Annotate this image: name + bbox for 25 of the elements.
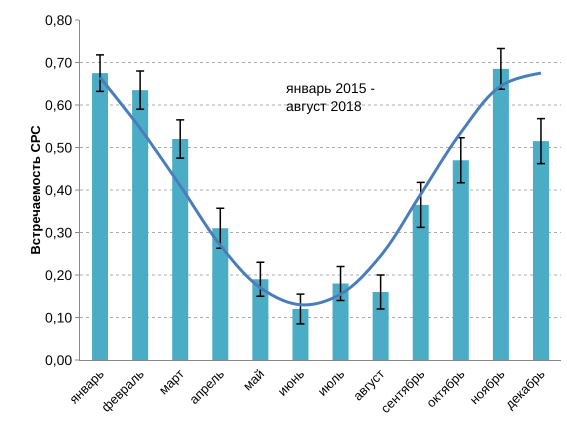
bar <box>332 284 349 360</box>
y-axis-title: Встречаемость СРС <box>28 124 43 255</box>
bar <box>92 73 108 360</box>
x-tick-label: май <box>240 366 268 394</box>
bar <box>212 228 228 360</box>
y-tick-label: 0,80 <box>44 12 72 28</box>
bar <box>452 160 469 360</box>
y-tick-label: 0,40 <box>44 182 72 198</box>
y-tick-label: 0,00 <box>44 352 72 368</box>
bar <box>292 309 308 360</box>
y-tick-label: 0,20 <box>44 266 72 283</box>
line-series <box>98 72 542 306</box>
annotation: январь 2015 - август 2018 <box>286 80 376 114</box>
bar <box>412 204 429 360</box>
bar <box>172 139 188 360</box>
y-tick-label: 0,30 <box>44 224 72 240</box>
bar <box>252 279 268 360</box>
y-tick-label: 0,10 <box>44 309 72 326</box>
y-tick-label: 0,70 <box>44 54 72 70</box>
y-tick-label: 0,50 <box>44 139 72 156</box>
bar <box>492 68 509 360</box>
bar <box>372 292 389 360</box>
y-tick-label: 0,60 <box>44 96 72 113</box>
bar <box>132 90 148 360</box>
bar <box>532 141 549 360</box>
